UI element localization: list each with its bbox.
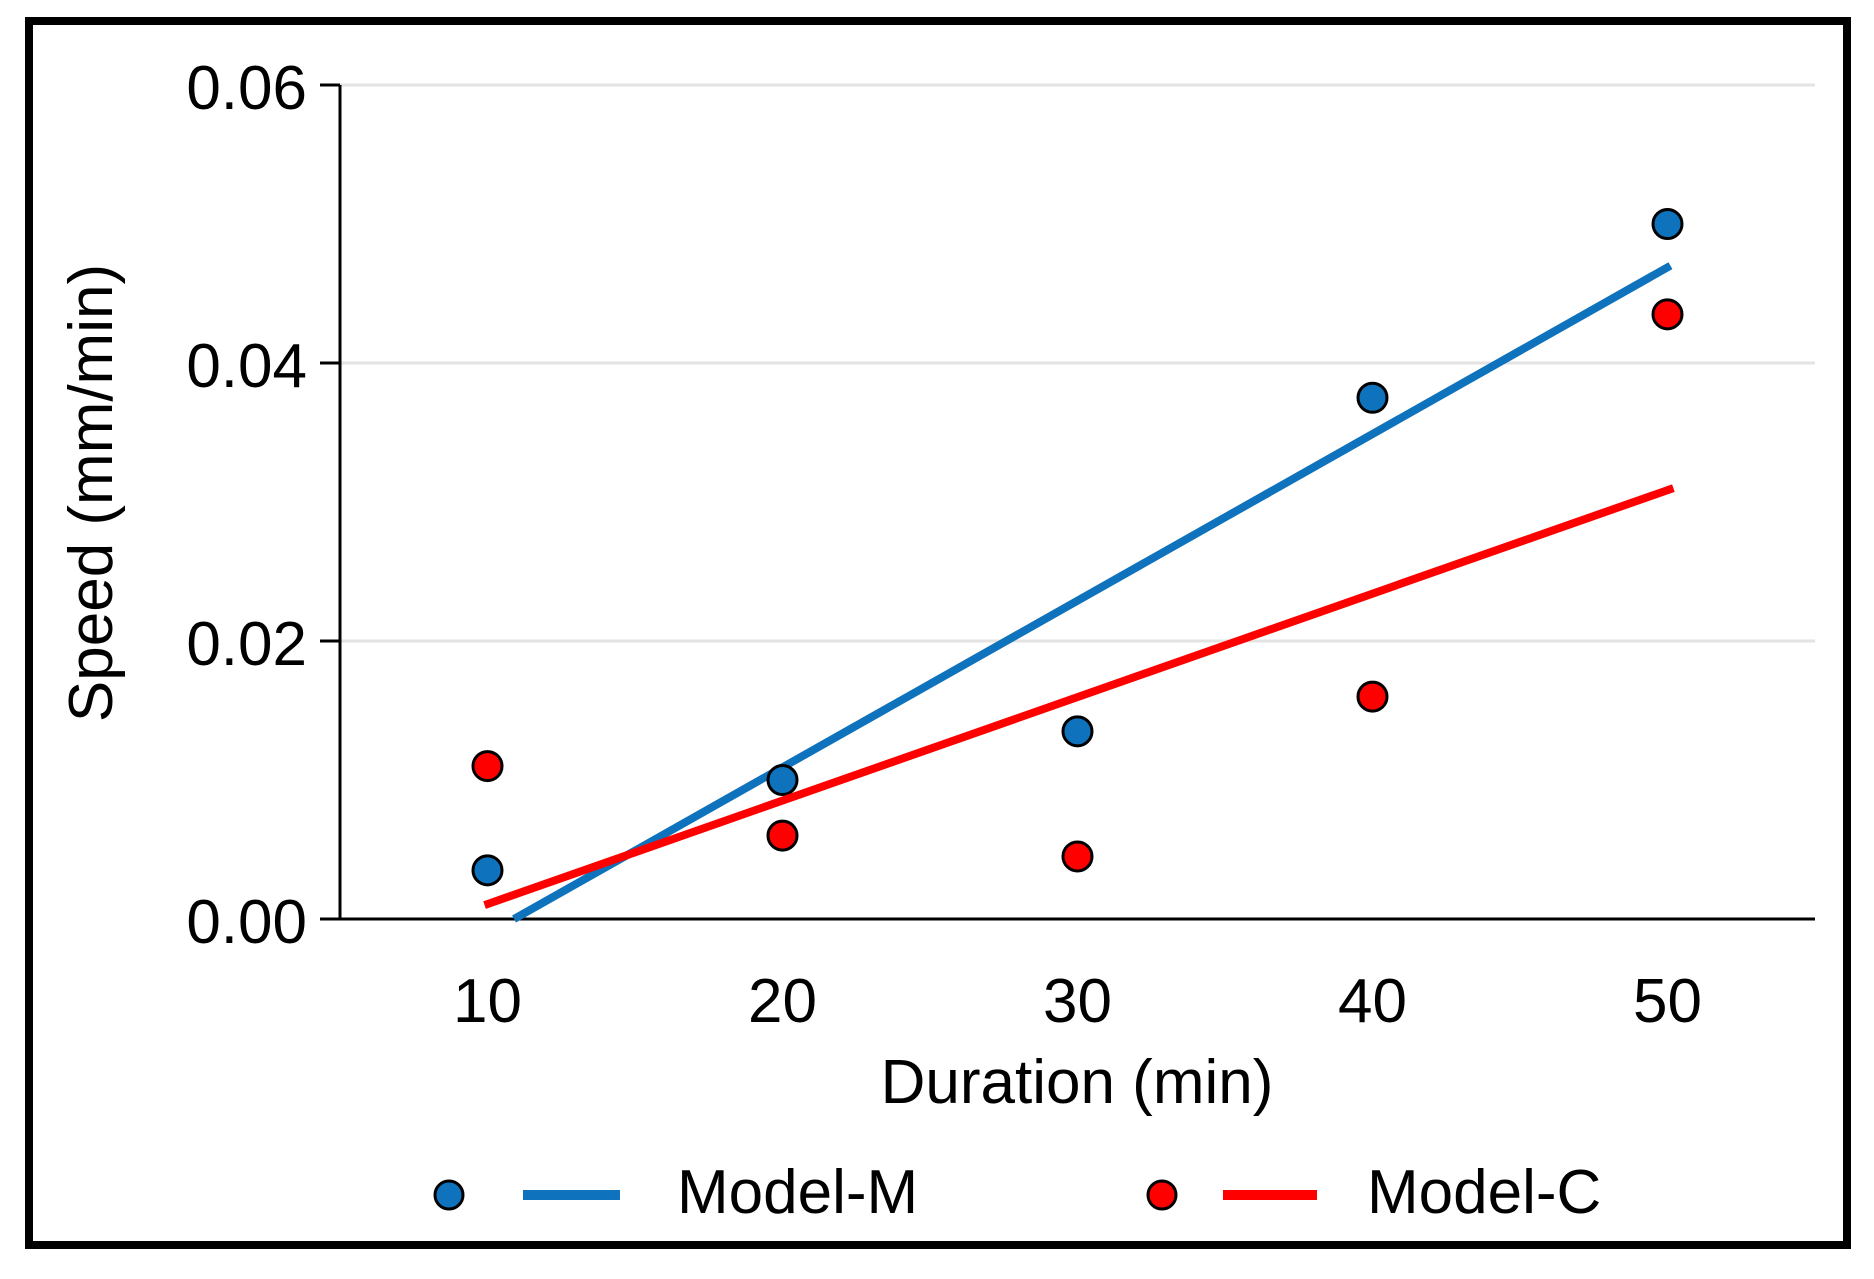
data-point-model-c: [471, 750, 504, 783]
y-tick-label: 0.00: [186, 888, 307, 957]
x-tick-label: 10: [453, 967, 522, 1036]
legend-marker-model-c-icon: [1146, 1179, 1178, 1211]
data-point-model-m: [1061, 715, 1094, 748]
data-point-model-c: [1651, 298, 1684, 331]
x-tick-label: 50: [1633, 967, 1702, 1036]
trendline-model-m: [512, 262, 1673, 923]
data-point-model-m: [1356, 381, 1389, 414]
axes: [320, 85, 1815, 921]
data-point-model-c: [1061, 840, 1094, 873]
data-point-model-c: [766, 819, 799, 852]
data-point-model-m: [471, 854, 504, 887]
legend-label-model-c: Model-C: [1367, 1158, 1601, 1227]
data-point-model-m: [766, 764, 799, 796]
legend-item-model-m: Model-M: [433, 1158, 918, 1227]
y-tick-label: 0.06: [186, 54, 307, 123]
y-tick-labels: 0.00 0.02 0.04 0.06: [186, 54, 307, 957]
trendline-model-c: [483, 484, 1675, 909]
x-tick-label: 20: [748, 967, 817, 1036]
legend: Model-M Model-C: [433, 1158, 1601, 1227]
x-axis-title: Duration (min): [881, 1048, 1274, 1117]
legend-item-model-c: Model-C: [1146, 1158, 1601, 1227]
y-ticks: [320, 83, 340, 643]
x-tick-label: 40: [1338, 967, 1407, 1036]
figure-border: [25, 17, 1851, 1249]
x-tick-labels: 10 20 30 40 50: [453, 967, 1702, 1036]
y-tick-label: 0.04: [186, 332, 307, 401]
data-point-model-m: [1651, 208, 1684, 240]
data-point-model-c: [1356, 680, 1389, 713]
legend-marker-model-m-icon: [433, 1179, 465, 1211]
y-tick-label: 0.02: [186, 610, 307, 679]
gridlines: [340, 83, 1815, 643]
series-layer: [471, 208, 1684, 923]
legend-label-model-m: Model-M: [677, 1158, 918, 1227]
x-tick-label: 30: [1043, 967, 1112, 1036]
y-axis-title: Speed (mm/min): [57, 264, 126, 722]
